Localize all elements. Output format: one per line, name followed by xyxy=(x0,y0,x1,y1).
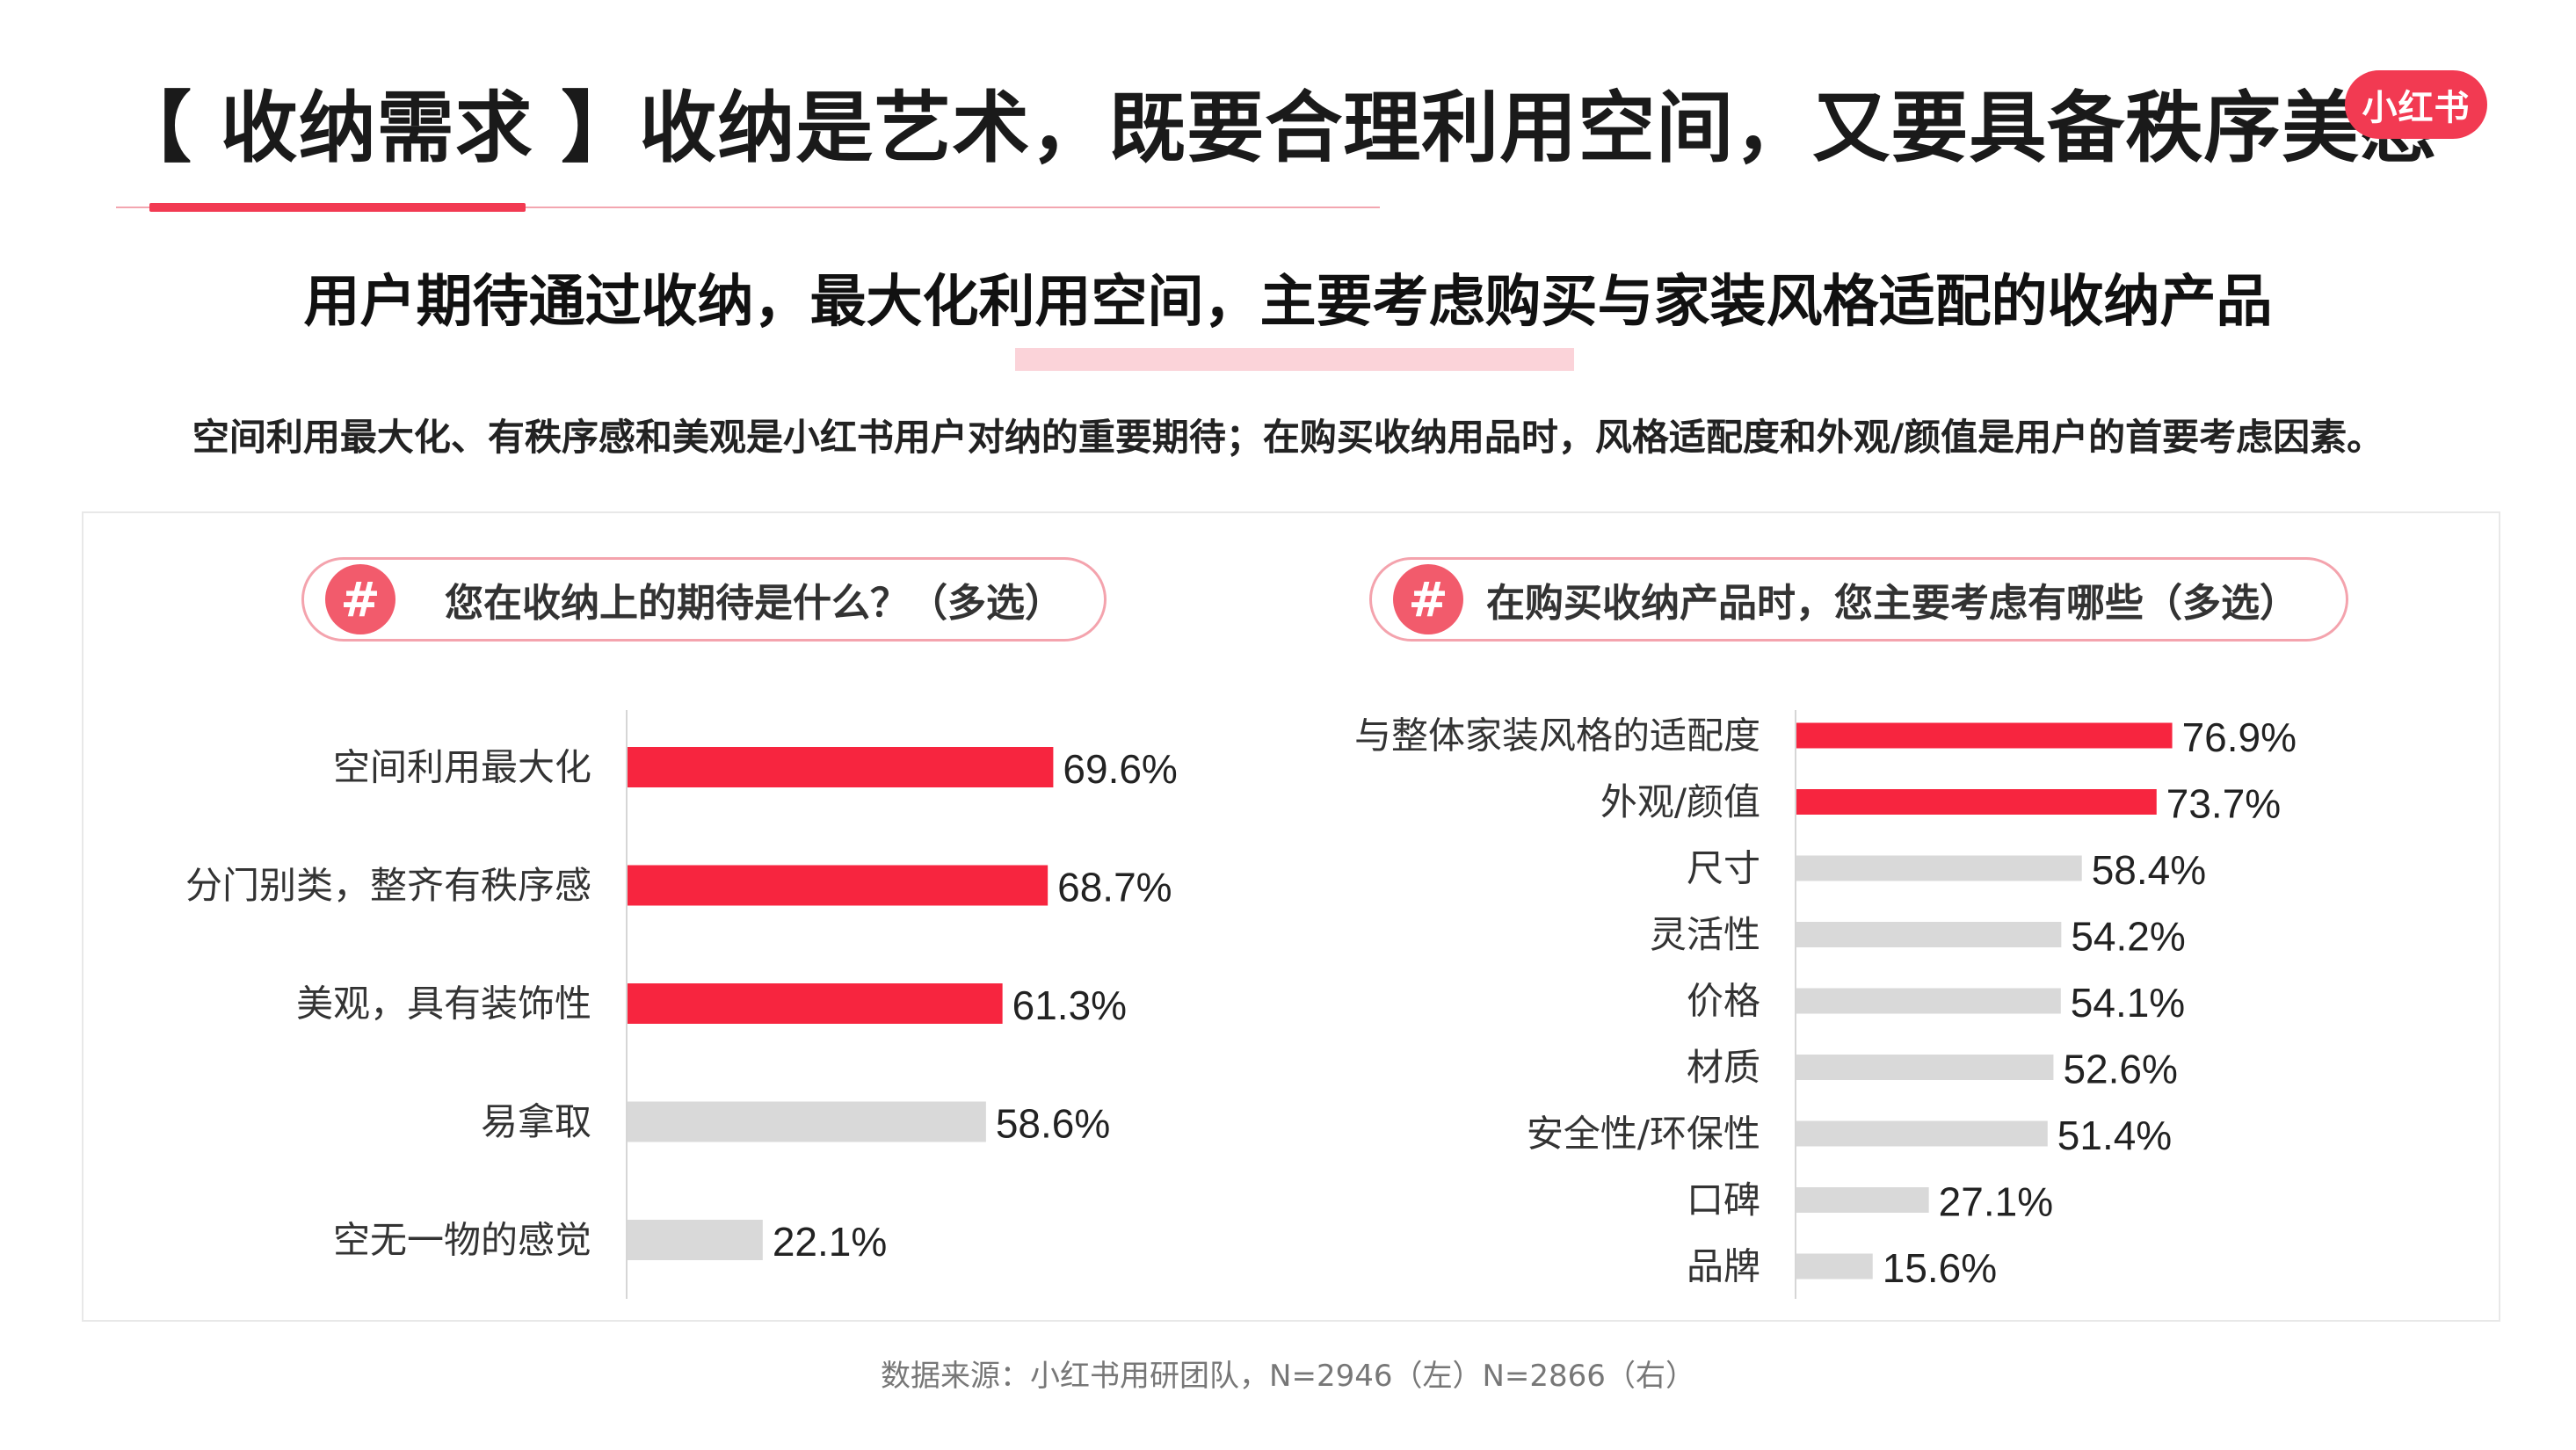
chart-left-value-label: 61.3% xyxy=(1012,982,1127,1028)
brand-logo: 小红书 xyxy=(2345,70,2487,139)
chart-left-bar xyxy=(628,865,1049,906)
chart-title-right: 在购买收纳产品时，您主要考虑有哪些（多选） xyxy=(1486,581,2298,626)
title-accent-bar xyxy=(149,203,526,212)
chart-left-category-label: 分门别类，整齐有秩序感 xyxy=(185,864,591,907)
chart-right-category-label: 价格 xyxy=(1687,980,1760,1023)
chart-right-bar xyxy=(1796,988,2061,1014)
chart-right-bar xyxy=(1796,1253,1873,1280)
chart-right-category-label: 与整体家装风格的适配度 xyxy=(1354,714,1760,758)
chart-left-value-label: 22.1% xyxy=(773,1219,887,1265)
chart-right-bar xyxy=(1796,855,2082,881)
chart-right-value-label: 52.6% xyxy=(2063,1047,2177,1092)
subtitle: 用户期待通过收纳，最大化利用空间，主要考虑购买与家装风格适配的收纳产品 xyxy=(303,270,2273,335)
chart-right-value-label: 54.1% xyxy=(2071,980,2185,1026)
chart-left-category-label: 空无一物的感觉 xyxy=(333,1219,591,1262)
chart-right-category-label: 外观/颜值 xyxy=(1600,780,1760,823)
chart-left-value-label: 68.7% xyxy=(1057,865,1172,910)
chart-left-bar xyxy=(628,1220,763,1260)
chart-left-category-label: 空间利用最大化 xyxy=(333,746,591,789)
chart-right-category-label: 灵活性 xyxy=(1650,913,1760,956)
chart-right-value-label: 58.4% xyxy=(2092,847,2206,893)
chart-left-value-label: 69.6% xyxy=(1063,746,1177,792)
hashtag-icon: # xyxy=(325,564,395,634)
chart-right-bar xyxy=(1796,1187,1929,1213)
hashtag-icon: # xyxy=(1393,564,1463,634)
chart-right-value-label: 15.6% xyxy=(1883,1245,1997,1291)
question-pill-left: # 您在收纳上的期待是什么？（多选） xyxy=(301,557,1107,642)
chart-right-category-label: 口碑 xyxy=(1687,1178,1760,1222)
chart-left-value-label: 58.6% xyxy=(996,1101,1110,1147)
chart-right-category-label: 材质 xyxy=(1687,1046,1760,1089)
chart-right-bar xyxy=(1796,922,2062,947)
chart-right-bar xyxy=(1796,789,2157,815)
title-divider xyxy=(116,207,1380,208)
chart-left-bar xyxy=(628,1101,986,1142)
chart-right-category-label: 尺寸 xyxy=(1687,847,1760,890)
page-title: 【 收纳需求 】收纳是艺术，既要合理利用空间，又要具备秩序美感 xyxy=(114,83,2439,173)
chart-left-bar xyxy=(628,747,1054,787)
data-source-note: 数据来源：小红书用研团队，N=2946（左）N=2866（右） xyxy=(881,1359,1695,1394)
chart-right-category-label: 安全性/环保性 xyxy=(1527,1113,1760,1156)
chart-right-value-label: 73.7% xyxy=(2166,781,2281,827)
chart-title-left: 您在收纳上的期待是什么？（多选） xyxy=(445,581,1063,626)
chart-left-bar xyxy=(628,983,1003,1024)
chart-left-category-label: 易拿取 xyxy=(481,1100,591,1143)
chart-right-category-label: 品牌 xyxy=(1687,1245,1760,1288)
chart-right-bar xyxy=(1796,722,2173,749)
chart-right-bar xyxy=(1796,1055,2054,1080)
chart-right-value-label: 27.1% xyxy=(1939,1179,2053,1225)
chart-right-value-label: 76.9% xyxy=(2182,714,2297,760)
subtitle-highlight xyxy=(1015,348,1574,371)
chart-right-value-label: 54.2% xyxy=(2071,914,2185,960)
question-pill-right: # 在购买收纳产品时，您主要考虑有哪些（多选） xyxy=(1369,557,2348,642)
chart-panel xyxy=(82,511,2500,1322)
chart-right-value-label: 51.4% xyxy=(2057,1113,2172,1158)
description: 空间利用最大化、有秩序感和美观是小红书用户对纳的重要期待；在购买收纳用品时，风格… xyxy=(192,416,2384,459)
chart-right-bar xyxy=(1796,1120,2048,1147)
chart-left-category-label: 美观，具有装饰性 xyxy=(296,982,591,1026)
